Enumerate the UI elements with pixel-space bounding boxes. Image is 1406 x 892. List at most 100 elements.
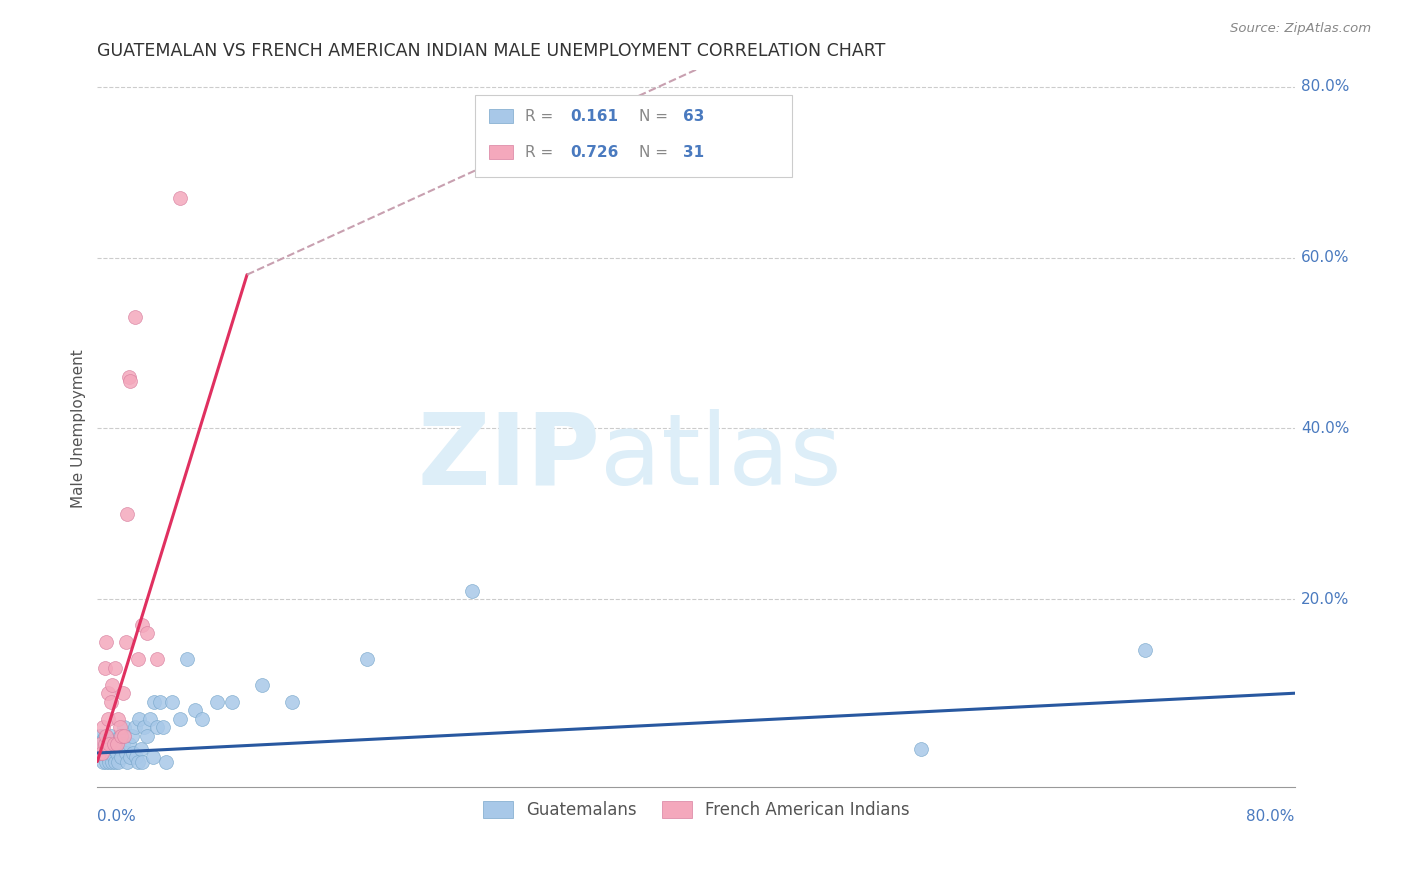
Point — [103, 738, 125, 752]
Point — [129, 741, 152, 756]
Point — [155, 755, 177, 769]
Point — [108, 741, 131, 756]
Point — [105, 746, 128, 760]
Point — [96, 729, 118, 743]
Point — [96, 635, 118, 649]
Point — [100, 746, 122, 760]
Point — [356, 652, 378, 666]
Point — [111, 738, 134, 752]
Point — [94, 729, 117, 743]
Point — [281, 695, 304, 709]
Legend: Guatemalans, French American Indians: Guatemalans, French American Indians — [477, 794, 917, 825]
Point — [152, 720, 174, 734]
Point — [100, 729, 122, 743]
Point — [98, 755, 121, 769]
Text: 20.0%: 20.0% — [1301, 591, 1350, 607]
Point — [101, 755, 124, 769]
Point — [183, 703, 205, 717]
Point — [91, 720, 114, 734]
Point — [160, 695, 183, 709]
Point — [142, 750, 165, 764]
Point — [120, 375, 142, 389]
Point — [135, 626, 157, 640]
Point — [139, 712, 162, 726]
Text: 80.0%: 80.0% — [1301, 79, 1350, 95]
Point — [132, 720, 155, 734]
Point — [1133, 643, 1156, 657]
Point — [117, 507, 139, 521]
Point — [104, 755, 127, 769]
Point — [90, 746, 112, 760]
Text: R =: R = — [524, 145, 558, 160]
Point — [96, 755, 118, 769]
Point — [97, 733, 120, 747]
Point — [101, 738, 124, 752]
Point — [118, 738, 141, 752]
Point — [104, 660, 127, 674]
Text: 40.0%: 40.0% — [1301, 421, 1350, 436]
Point — [104, 733, 127, 747]
Point — [114, 746, 136, 760]
Point — [122, 746, 145, 760]
Point — [118, 370, 141, 384]
Point — [112, 720, 135, 734]
Point — [89, 746, 111, 760]
Point — [117, 755, 139, 769]
Text: Source: ZipAtlas.com: Source: ZipAtlas.com — [1230, 22, 1371, 36]
Point — [110, 750, 132, 764]
Point — [101, 678, 124, 692]
Point — [98, 741, 121, 756]
Point — [127, 755, 149, 769]
Point — [149, 695, 172, 709]
Point — [87, 738, 110, 752]
Text: 80.0%: 80.0% — [1247, 809, 1295, 823]
Point — [131, 755, 153, 769]
Point — [146, 720, 169, 734]
Point — [90, 741, 112, 756]
Text: 63: 63 — [683, 109, 704, 124]
Text: R =: R = — [524, 109, 558, 124]
Point — [94, 738, 117, 752]
Point — [131, 618, 153, 632]
Point — [97, 712, 120, 726]
Point — [110, 729, 132, 743]
Point — [108, 720, 131, 734]
Point — [105, 738, 128, 752]
Point — [121, 729, 143, 743]
Text: 31: 31 — [683, 145, 704, 160]
Point — [108, 729, 131, 743]
Point — [91, 733, 114, 747]
Point — [191, 712, 214, 726]
Point — [221, 695, 243, 709]
Point — [910, 741, 932, 756]
Point — [146, 652, 169, 666]
Point — [103, 741, 125, 756]
Text: 0.726: 0.726 — [571, 145, 619, 160]
Point — [97, 686, 120, 700]
Point — [89, 729, 111, 743]
Point — [87, 746, 110, 760]
Point — [112, 729, 135, 743]
Point — [169, 712, 191, 726]
Point — [127, 652, 149, 666]
Point — [135, 729, 157, 743]
Point — [124, 310, 146, 325]
Text: N =: N = — [638, 145, 672, 160]
Point — [176, 652, 198, 666]
Text: 0.161: 0.161 — [571, 109, 619, 124]
Point — [94, 746, 117, 760]
Point — [103, 750, 125, 764]
Point — [143, 695, 166, 709]
Text: GUATEMALAN VS FRENCH AMERICAN INDIAN MALE UNEMPLOYMENT CORRELATION CHART: GUATEMALAN VS FRENCH AMERICAN INDIAN MAL… — [97, 42, 886, 60]
Point — [111, 686, 134, 700]
FancyBboxPatch shape — [475, 95, 792, 178]
Point — [125, 750, 148, 764]
Point — [169, 191, 191, 205]
Point — [124, 720, 146, 734]
Text: 60.0%: 60.0% — [1301, 250, 1350, 265]
FancyBboxPatch shape — [489, 145, 513, 160]
Point — [98, 738, 121, 752]
Point — [89, 738, 111, 752]
Point — [107, 712, 129, 726]
Text: atlas: atlas — [600, 409, 842, 506]
